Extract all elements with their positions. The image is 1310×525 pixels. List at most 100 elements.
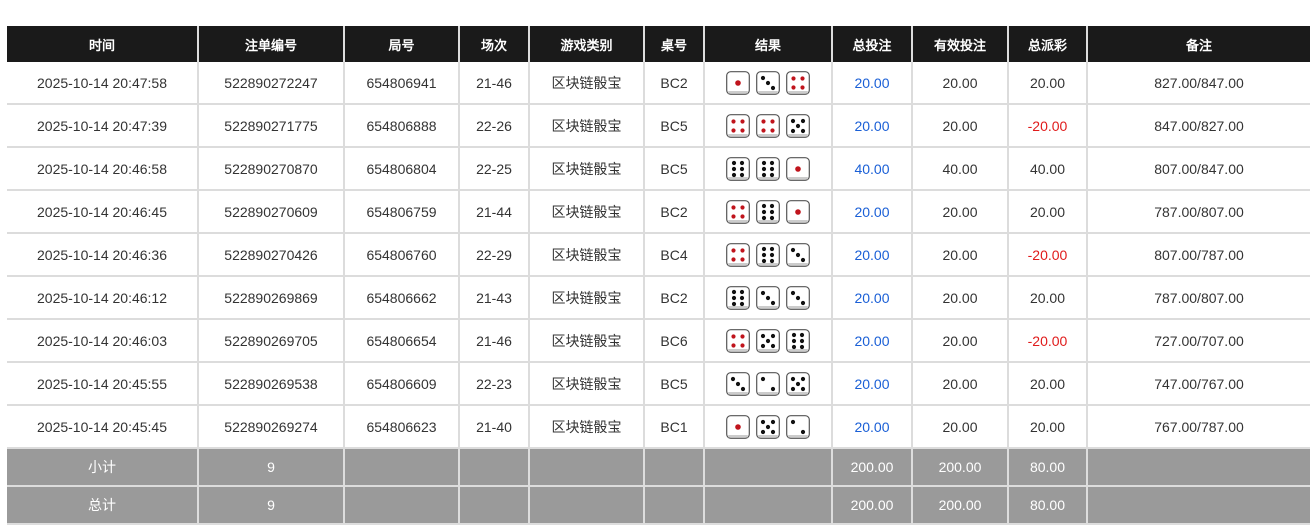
table-cell: BC6 — [644, 319, 705, 363]
valid-bet-cell: 20.00 — [912, 405, 1009, 449]
empty-cell — [704, 486, 833, 525]
result-cell — [704, 190, 833, 234]
result-cell — [704, 319, 833, 363]
subtotal-label: 小计 — [7, 448, 199, 487]
bet-records-table: 时间 注单编号 局号 场次 游戏类别 桌号 结果 总投注 有效投注 总派彩 备注 2025-10-1… — [7, 26, 1310, 525]
table-row: 2025-10-14 20:46:03 522890269705 654806654… — [7, 319, 1310, 363]
table-row: 2025-10-14 20:47:58 522890272247 654806941… — [7, 62, 1310, 105]
total-row: 总计 9 200.00 200.00 80.00 — [7, 486, 1310, 525]
round-cell: 654806760 — [344, 233, 460, 277]
payout-cell: 20.00 — [1008, 62, 1088, 105]
bet-id-cell: 522890269705 — [198, 319, 345, 363]
time-cell: 2025-10-14 20:45:45 — [7, 405, 199, 449]
payout-cell: 40.00 — [1008, 147, 1088, 191]
payout-cell: -20.00 — [1008, 104, 1088, 148]
die-2-icon — [756, 371, 780, 396]
header-total-bet: 总投注 — [831, 26, 912, 62]
table-row: 2025-10-14 20:46:36 522890270426 654806760… — [7, 233, 1310, 277]
time-cell: 2025-10-14 20:46:45 — [7, 190, 199, 234]
table-row: 2025-10-14 20:45:45 522890269274 654806623… — [7, 405, 1310, 449]
die-3-icon — [756, 285, 780, 310]
die-4-icon — [726, 113, 750, 138]
die-5-icon — [756, 414, 780, 439]
payout-cell: 20.00 — [1008, 190, 1088, 234]
round-cell: 654806888 — [344, 104, 460, 148]
time-cell: 2025-10-14 20:46:58 — [7, 147, 199, 191]
die-3-icon — [786, 242, 810, 267]
bet-id-cell: 522890270870 — [198, 147, 345, 191]
session-cell: 22-26 — [459, 104, 530, 148]
empty-cell — [459, 486, 530, 525]
total-label: 总计 — [7, 486, 199, 525]
die-5-icon — [786, 371, 810, 396]
header-result: 结果 — [703, 26, 832, 62]
total-bet-cell: 20.00 — [832, 362, 913, 406]
table-row: 2025-10-14 20:46:12 522890269869 654806662… — [7, 276, 1310, 320]
result-cell — [704, 405, 833, 449]
empty-cell — [344, 448, 460, 487]
table-row: 2025-10-14 20:46:45 522890270609 654806759… — [7, 190, 1310, 234]
die-5-icon — [786, 113, 810, 138]
session-cell: 21-43 — [459, 276, 530, 320]
bet-id-cell: 522890272247 — [198, 62, 345, 105]
empty-cell — [344, 486, 460, 525]
header-time: 时间 — [7, 26, 198, 62]
subtotal-payout: 80.00 — [1008, 448, 1088, 487]
die-4-icon — [756, 113, 780, 138]
die-1-icon — [726, 414, 750, 439]
bet-id-cell: 522890270609 — [198, 190, 345, 234]
table-cell: BC1 — [644, 405, 705, 449]
header-table: 桌号 — [643, 26, 704, 62]
session-cell: 21-46 — [459, 62, 530, 105]
die-6-icon — [756, 156, 780, 181]
subtotal-count: 9 — [198, 448, 345, 487]
empty-cell — [529, 448, 645, 487]
empty-cell — [704, 448, 833, 487]
game-type-cell: 区块链骰宝 — [529, 233, 645, 277]
total-total-bet: 200.00 — [832, 486, 913, 525]
die-6-icon — [756, 242, 780, 267]
table-row: 2025-10-14 20:47:39 522890271775 654806888… — [7, 104, 1310, 148]
bet-id-cell: 522890271775 — [198, 104, 345, 148]
time-cell: 2025-10-14 20:46:12 — [7, 276, 199, 320]
valid-bet-cell: 20.00 — [912, 104, 1009, 148]
header-note: 备注 — [1086, 26, 1310, 62]
time-cell: 2025-10-14 20:47:58 — [7, 62, 199, 105]
table-cell: BC5 — [644, 362, 705, 406]
payout-cell: -20.00 — [1008, 319, 1088, 363]
total-bet-cell: 20.00 — [832, 276, 913, 320]
time-cell: 2025-10-14 20:46:03 — [7, 319, 199, 363]
die-1-icon — [786, 199, 810, 224]
table-row: 2025-10-14 20:45:55 522890269538 654806609… — [7, 362, 1310, 406]
time-cell: 2025-10-14 20:45:55 — [7, 362, 199, 406]
game-type-cell: 区块链骰宝 — [529, 147, 645, 191]
header-bet-id: 注单编号 — [197, 26, 344, 62]
die-6-icon — [726, 156, 750, 181]
valid-bet-cell: 20.00 — [912, 190, 1009, 234]
total-valid-bet: 200.00 — [912, 486, 1009, 525]
note-cell: 747.00/767.00 — [1087, 362, 1310, 406]
note-cell: 827.00/847.00 — [1087, 62, 1310, 105]
result-cell — [704, 147, 833, 191]
time-cell: 2025-10-14 20:46:36 — [7, 233, 199, 277]
subtotal-valid-bet: 200.00 — [912, 448, 1009, 487]
subtotal-total-bet: 200.00 — [832, 448, 913, 487]
note-cell: 807.00/847.00 — [1087, 147, 1310, 191]
time-cell: 2025-10-14 20:47:39 — [7, 104, 199, 148]
dice-result — [726, 371, 810, 396]
bet-id-cell: 522890269869 — [198, 276, 345, 320]
empty-cell — [459, 448, 530, 487]
game-type-cell: 区块链骰宝 — [529, 405, 645, 449]
empty-cell — [529, 486, 645, 525]
total-bet-cell: 20.00 — [832, 405, 913, 449]
table-cell: BC5 — [644, 104, 705, 148]
die-3-icon — [726, 371, 750, 396]
payout-cell: 20.00 — [1008, 276, 1088, 320]
total-count: 9 — [198, 486, 345, 525]
dice-result — [726, 285, 810, 310]
total-bet-cell: 20.00 — [832, 62, 913, 105]
die-6-icon — [726, 285, 750, 310]
bet-id-cell: 522890269274 — [198, 405, 345, 449]
dice-result — [726, 156, 810, 181]
die-1-icon — [786, 156, 810, 181]
